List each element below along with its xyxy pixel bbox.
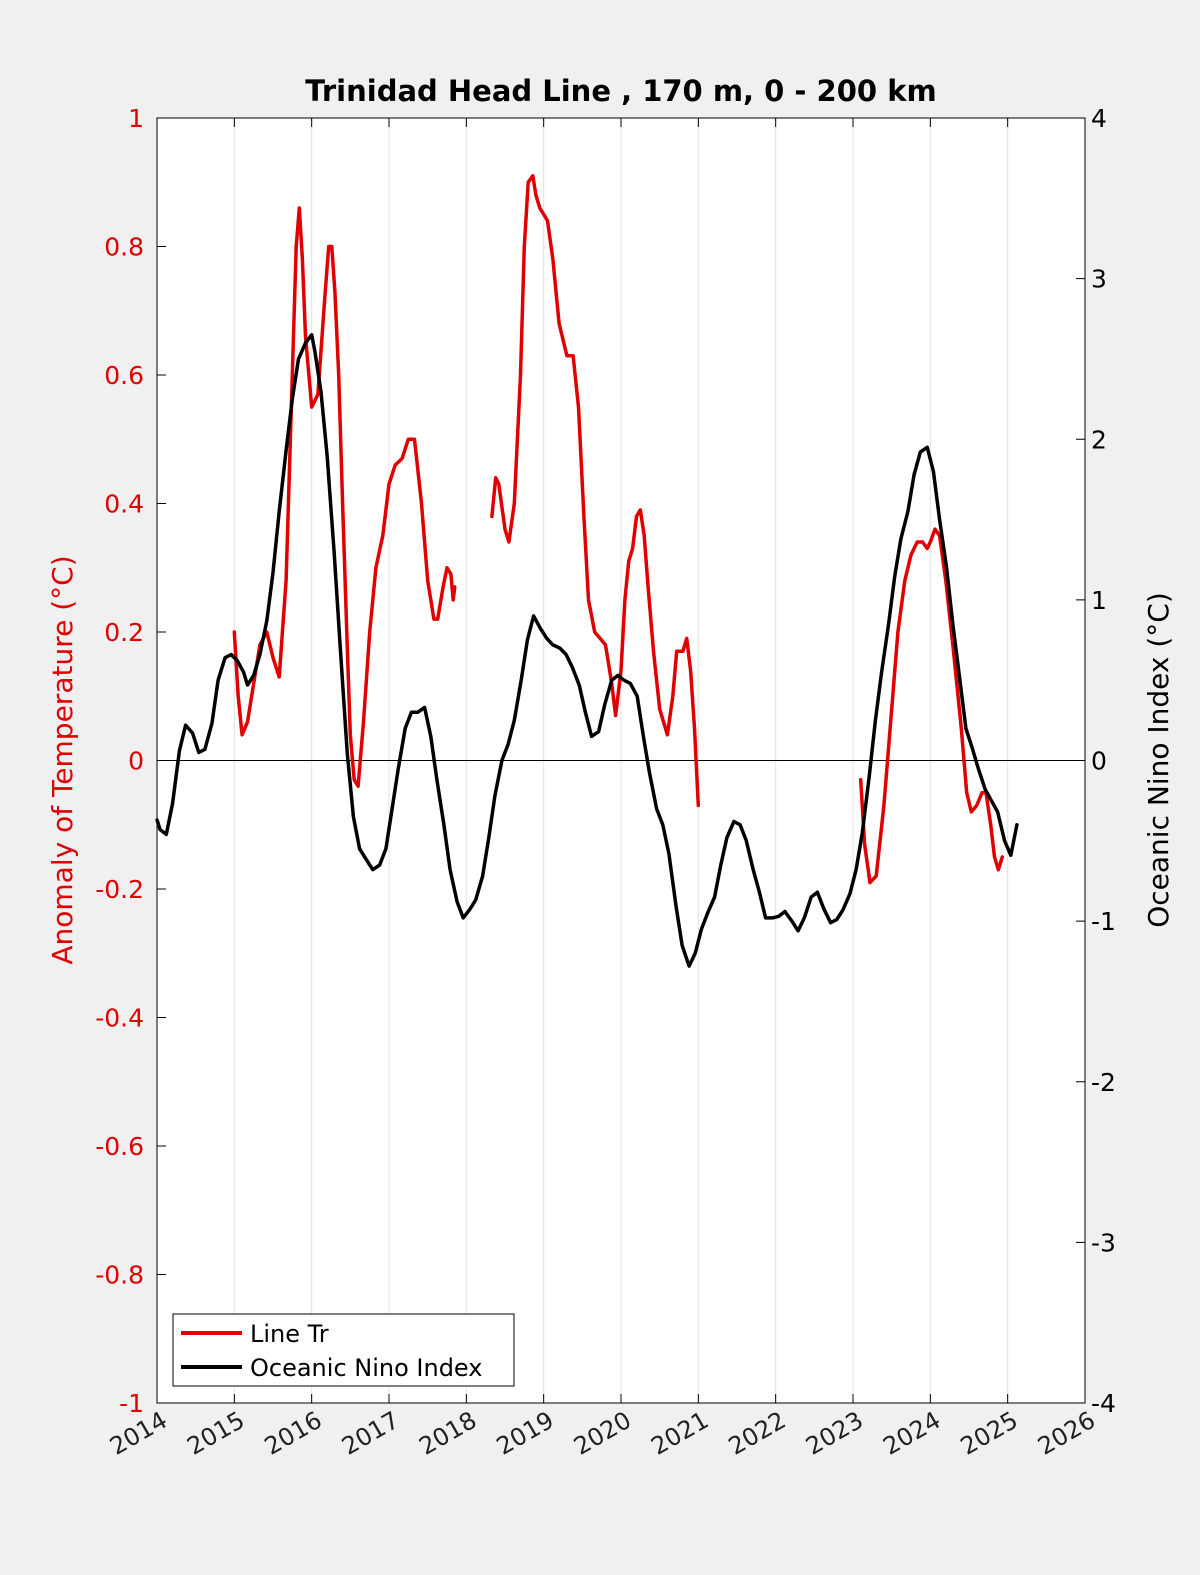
- y-left-tick-label: -0.8: [95, 1261, 144, 1290]
- chart-title: Trinidad Head Line , 170 m, 0 - 200 km: [305, 74, 936, 108]
- y-right-tick-label: 3: [1091, 265, 1107, 294]
- x-tick-label: 2018: [414, 1406, 481, 1461]
- x-tick-label: 2016: [260, 1406, 327, 1461]
- y-right-axis-label: Oceanic Nino Index (°C): [1142, 592, 1175, 928]
- x-tick-label: 2020: [569, 1406, 636, 1461]
- y-left-tick-label: -0.6: [95, 1132, 144, 1161]
- y-right-tick-label: 0: [1091, 747, 1107, 776]
- series-layer: [155, 174, 1019, 968]
- y-left-tick-label: 0.8: [104, 233, 144, 262]
- y-right-tick-label: 1: [1091, 586, 1107, 615]
- y-left-tick-label: -0.4: [95, 1004, 144, 1033]
- y-left-tick-label: 0.2: [104, 618, 144, 647]
- x-tick-label: 2025: [956, 1406, 1023, 1461]
- series-line-tr-segment-2: [490, 174, 701, 808]
- y-right-tick-label: 2: [1091, 425, 1107, 454]
- series-oni-segment-1: [155, 333, 1019, 968]
- x-tick-label: 2024: [878, 1406, 945, 1461]
- x-tick-label: 2021: [646, 1406, 713, 1461]
- y-right-tick-label: -4: [1091, 1389, 1116, 1418]
- y-right-tick-label: -1: [1091, 907, 1116, 936]
- y-left-tick-label: 0.6: [104, 361, 144, 390]
- y-left-tick-label: -1: [119, 1389, 144, 1418]
- y-right-tick-label: -2: [1091, 1068, 1116, 1097]
- x-tick-label: 2015: [182, 1406, 249, 1461]
- legend-box: [172, 1313, 515, 1387]
- legend: Line Tr Oceanic Nino Index: [172, 1313, 515, 1387]
- legend-label-line-tr: Line Tr: [250, 1320, 329, 1348]
- x-tick-label: 2022: [724, 1406, 791, 1461]
- series-line-tr-segment-3: [858, 527, 1005, 885]
- x-tick-label: 2026: [1033, 1406, 1100, 1461]
- y-left-tick-label: 1: [128, 104, 144, 133]
- y-right-tick-label: -3: [1091, 1228, 1116, 1257]
- x-tick-label: 2017: [337, 1406, 404, 1461]
- y-left-axis-label: Anomaly of Temperature (°C): [46, 555, 79, 964]
- series-line-tr-segment-1: [232, 206, 457, 788]
- legend-label-oni: Oceanic Nino Index: [250, 1354, 482, 1382]
- y-left-tick-label: -0.2: [95, 875, 144, 904]
- y-left-tick-label: 0.4: [104, 490, 144, 519]
- x-tick-label: 2019: [492, 1406, 559, 1461]
- y-left-tick-label: 0: [128, 747, 144, 776]
- x-tick-label: 2023: [801, 1406, 868, 1461]
- y-right-tick-label: 4: [1091, 104, 1107, 133]
